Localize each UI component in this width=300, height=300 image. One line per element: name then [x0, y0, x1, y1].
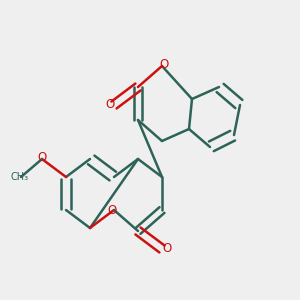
Text: O: O	[108, 203, 117, 217]
Text: O: O	[105, 98, 114, 112]
Text: CH₃: CH₃	[11, 172, 28, 182]
Text: O: O	[159, 58, 168, 71]
Text: O: O	[38, 151, 46, 164]
Text: O: O	[162, 242, 171, 256]
